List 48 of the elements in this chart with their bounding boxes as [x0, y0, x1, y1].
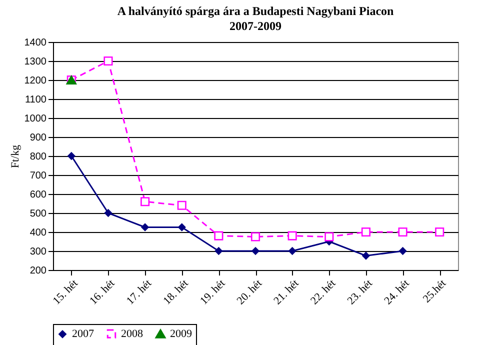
point — [435, 227, 444, 237]
point — [288, 247, 296, 255]
y-axis-title: Ft/kg — [9, 144, 22, 168]
y-tick-label: 1100 — [24, 94, 47, 106]
y-tick-label: 300 — [30, 246, 47, 258]
x-tick-label: 22. hét — [308, 278, 338, 308]
point — [324, 232, 334, 242]
x-tick-label: 18. hét — [161, 278, 191, 308]
point — [398, 227, 408, 237]
x-tick-label: 21. hét — [272, 278, 302, 308]
point — [362, 252, 370, 260]
y-tick-label: 1300 — [24, 56, 47, 68]
point — [250, 232, 260, 242]
point — [104, 209, 112, 217]
y-tick-label: 200 — [30, 266, 47, 276]
chart-title: A halványító spárga ára a Budapesti Nagybani Piacon — [117, 4, 394, 18]
point — [104, 56, 113, 66]
x-tick-label: 20. hét — [234, 278, 264, 308]
y-tick-label: 700 — [30, 170, 47, 182]
y-tick-label: 900 — [30, 132, 47, 144]
y-tick-label: 800 — [30, 152, 47, 162]
y-tick-label: 1000 — [24, 114, 47, 124]
y-tick-label: 600 — [30, 190, 47, 200]
legend-label: 2009 — [170, 328, 192, 340]
x-tick-label: 16. hét — [88, 278, 118, 308]
x-tick-label: 15. hét — [50, 278, 80, 308]
y-tick-label: 1400 — [24, 38, 47, 48]
x-tick-label: 19. hét — [198, 278, 228, 308]
y-tick-label: 400 — [30, 228, 47, 238]
point — [288, 231, 297, 240]
x-tick-label: 17. hét — [124, 278, 154, 308]
point — [68, 152, 76, 160]
legend-label: 2008 — [121, 328, 144, 340]
y-tick-label: 1200 — [24, 76, 47, 86]
point — [178, 223, 186, 232]
point — [141, 223, 149, 232]
point — [398, 247, 407, 255]
point — [214, 247, 222, 255]
point — [140, 197, 150, 206]
chart-subtitle: 2007-2009 — [230, 19, 282, 33]
y-tick-label: 500 — [30, 208, 47, 220]
legend-label: 2007 — [72, 328, 94, 340]
x-tick-label: 23. hét — [345, 278, 375, 308]
point — [361, 227, 370, 237]
x-tick-label: 24. hét — [382, 278, 412, 308]
point — [252, 247, 260, 255]
point — [214, 231, 224, 240]
point — [177, 200, 186, 210]
